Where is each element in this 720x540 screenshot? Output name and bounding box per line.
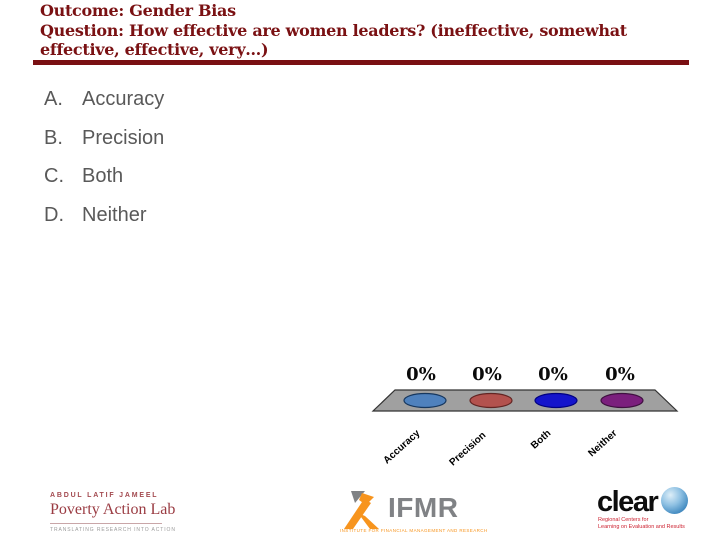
platform-floor bbox=[371, 389, 679, 412]
jpal-logo: ABDUL LATIF JAMEEL Poverty Action Lab TR… bbox=[50, 492, 190, 533]
bar-value-label: 0% bbox=[472, 364, 502, 385]
ifmr-logo-tagline: INSTITUTE FOR FINANCIAL MANAGEMENT AND R… bbox=[340, 528, 488, 533]
jpal-logo-line1: ABDUL LATIF JAMEEL bbox=[50, 492, 159, 499]
clear-tagline-line2: Learning on Evaluation and Results bbox=[598, 524, 685, 530]
category-label-precision: Precision bbox=[447, 430, 489, 469]
category-label-both: Both bbox=[529, 428, 554, 452]
title-underline bbox=[33, 60, 689, 65]
clear-logo-tagline: Regional Centers for Learning on Evaluat… bbox=[598, 517, 708, 531]
title-line-3: effective, effective, very…) bbox=[40, 40, 269, 59]
bar-precision-cylinder bbox=[469, 392, 513, 409]
ifmr-figure-icon bbox=[344, 491, 379, 529]
category-label-neither: Neither bbox=[586, 428, 620, 460]
answer-option-b: B. Precision bbox=[44, 127, 444, 150]
slide-title: Outcome: Gender Bias Question: How effec… bbox=[40, 1, 695, 60]
bar-value-label: 0% bbox=[538, 364, 568, 385]
option-letter: C. bbox=[44, 165, 64, 187]
option-label: Neither bbox=[82, 204, 147, 226]
jpal-logo-name: Poverty Action Lab bbox=[50, 501, 176, 518]
ifmr-logo-name: IFMR bbox=[388, 492, 459, 523]
option-letter: A. bbox=[44, 88, 63, 110]
title-line-2: Question: How effective are women leader… bbox=[40, 20, 627, 40]
option-label: Both bbox=[82, 165, 124, 187]
clear-tagline-line1: Regional Centers for bbox=[598, 517, 649, 523]
bar-accuracy-cylinder bbox=[403, 392, 447, 409]
jpal-logo-tagline: TRANSLATING RESEARCH INTO ACTION bbox=[50, 527, 176, 533]
jpal-logo-divider bbox=[50, 523, 162, 524]
option-letter: D. bbox=[44, 204, 64, 226]
category-label-accuracy: Accuracy bbox=[381, 428, 423, 467]
option-label: Accuracy bbox=[82, 88, 165, 110]
answer-option-a: A. Accuracy bbox=[44, 88, 444, 111]
option-letter: B. bbox=[44, 127, 63, 149]
option-label: Precision bbox=[82, 127, 165, 149]
chart-3d-platform bbox=[371, 389, 679, 412]
bar-both-cylinder bbox=[534, 392, 578, 409]
globe-icon bbox=[661, 487, 688, 514]
answer-option-c: C. Both bbox=[44, 165, 444, 188]
answer-option-d: D. Neither bbox=[44, 204, 444, 227]
title-line-1: Outcome: Gender Bias bbox=[40, 1, 236, 20]
ifmr-logo: IFMR INSTITUTE FOR FINANCIAL MANAGEMENT … bbox=[338, 491, 488, 537]
bar-value-label: 0% bbox=[605, 364, 635, 385]
bar-value-label: 0% bbox=[406, 364, 436, 385]
bar-neither-cylinder bbox=[600, 392, 644, 409]
clear-logo-name: clear bbox=[597, 486, 659, 518]
